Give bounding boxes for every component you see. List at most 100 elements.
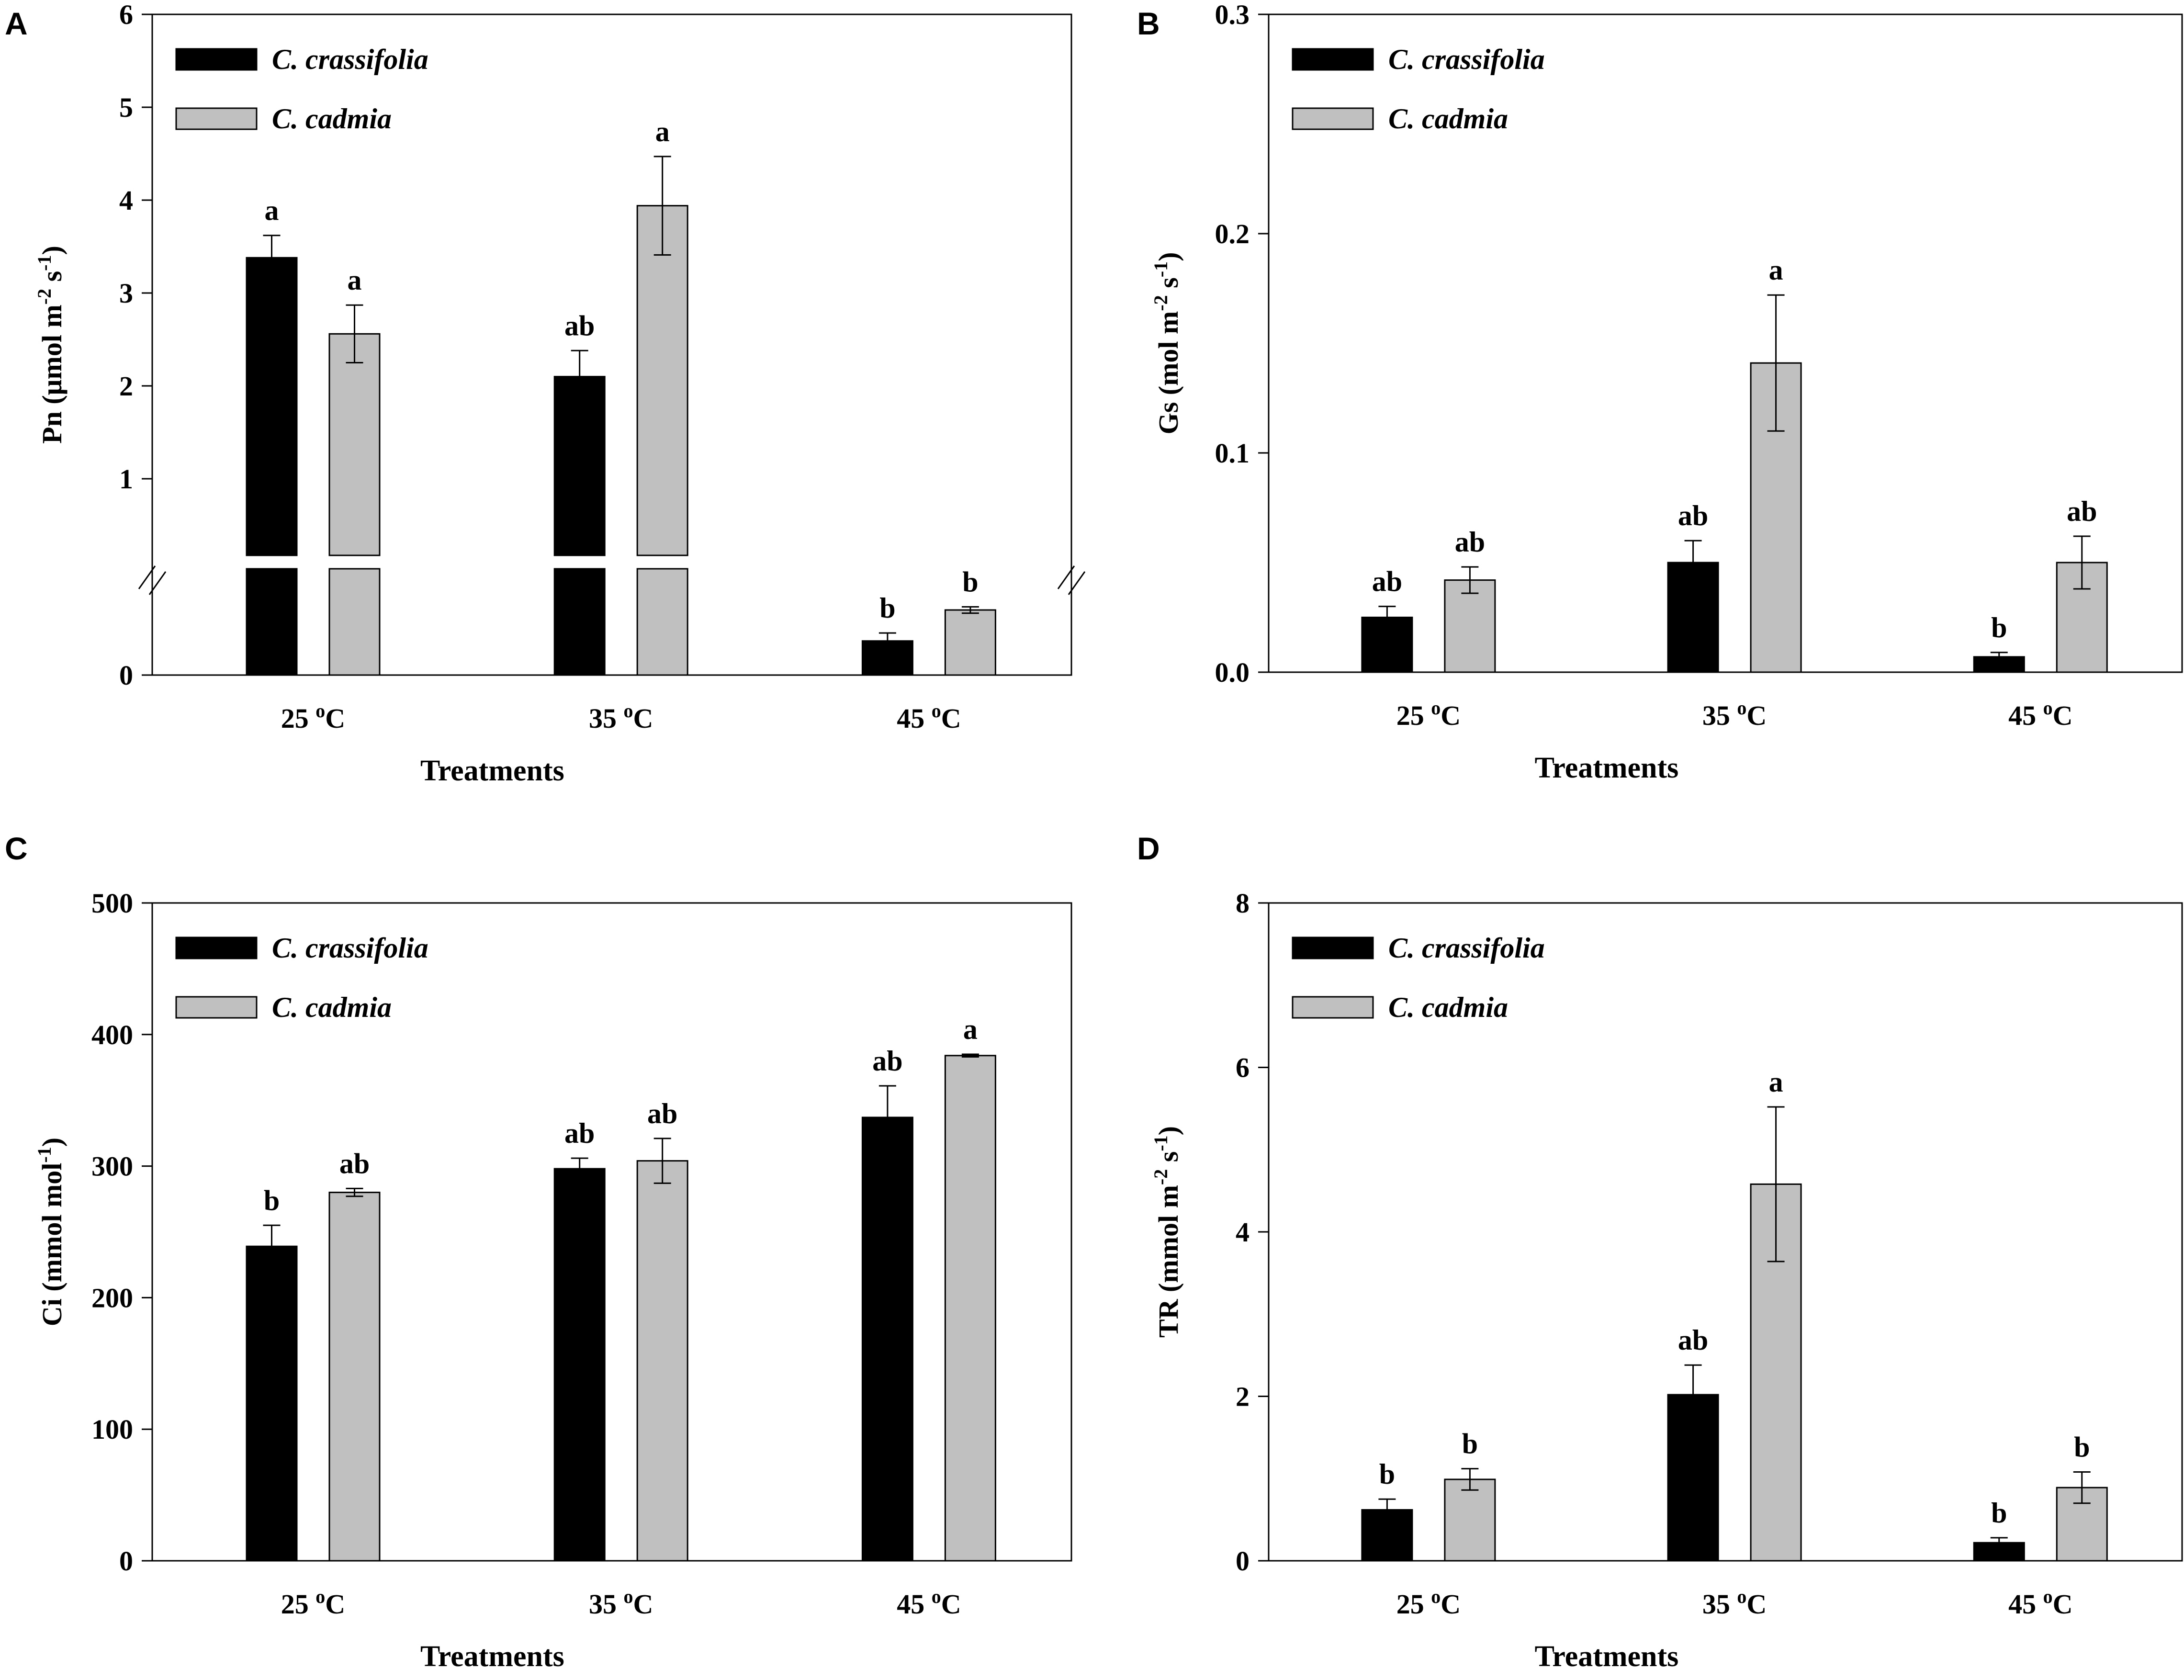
x-tick-label: 35 oC (589, 1586, 653, 1620)
x-tick-label-sup: o (1737, 697, 1746, 719)
x-tick-label-part: C (941, 703, 961, 734)
x-tick-label-sup: o (2043, 1586, 2053, 1607)
legend-label-crassifolia: C. crassifolia (272, 44, 428, 75)
panel-B: B0.00.10.20.3Gs (mol m-2 s-1)25 oC 35 oC 4… (1137, 0, 2183, 784)
x-axis-title: Treatments (1535, 1640, 1679, 1673)
y-tick-label: 1 (119, 463, 133, 495)
y-tick-label: 0 (119, 660, 133, 691)
significance-letter: ab (647, 1098, 677, 1129)
legend-swatch-cadmia (175, 107, 258, 130)
significance-letter: a (1769, 1066, 1783, 1098)
panel-letter-A: A (5, 6, 28, 41)
x-axis-title: Treatments (420, 755, 564, 787)
y-tick-label: 100 (91, 1414, 133, 1445)
legend-label-cadmia: C. cadmia (272, 992, 392, 1023)
y-tick-label: 200 (91, 1282, 133, 1313)
x-tick-label-sup: o (624, 700, 633, 722)
y-axis-label-part: s (36, 271, 68, 289)
x-tick-label-sup: o (1431, 697, 1441, 719)
y-axis-label-sup: -2 (34, 289, 55, 304)
bar (1444, 1478, 1496, 1562)
x-tick-label-part: C (325, 1589, 345, 1620)
axis-break-mark (138, 565, 156, 589)
y-tick-label: 2 (1236, 1381, 1250, 1412)
legend-swatch-cadmia (1292, 107, 1374, 130)
x-tick-label-part: 45 (897, 703, 932, 734)
x-tick-label-part: 35 (589, 1589, 624, 1620)
y-tick-label: 0 (1236, 1545, 1250, 1577)
x-tick-label: 25 oC (281, 700, 345, 734)
x-tick-label: 25 oC (1396, 1586, 1461, 1620)
plot-frame (1268, 13, 2183, 673)
x-tick-label-part: C (1746, 700, 1767, 731)
x-tick-label-part: 45 (2008, 700, 2043, 731)
y-tick-label: 300 (91, 1151, 133, 1182)
y-tick-label: 0.1 (1215, 438, 1250, 469)
significance-letter: a (265, 195, 279, 226)
axis-break-mark (1068, 571, 1086, 595)
x-tick-label-sup: o (1431, 1586, 1441, 1607)
y-tick-label: 8 (1236, 888, 1250, 919)
significance-letter: b (1991, 1497, 2007, 1529)
x-tick-label: 25 oC (281, 1586, 345, 1620)
significance-letter: ab (1678, 1324, 1708, 1356)
y-tick-label: 3 (119, 278, 133, 309)
legend-swatch-crassifolia (175, 936, 258, 959)
significance-letter: b (879, 592, 895, 624)
y-axis-label: Ci (mmol mol-1) (34, 1138, 68, 1326)
significance-letter: b (1462, 1428, 1478, 1460)
bar (553, 376, 606, 556)
axis-break-mark (1057, 565, 1075, 589)
y-tick-label: 4 (119, 185, 133, 216)
x-tick-label-part: C (2053, 700, 2073, 731)
x-axis-title: Treatments (1535, 752, 1679, 784)
panel-letter-B: B (1137, 6, 1160, 41)
y-tick-label: 4 (1236, 1217, 1250, 1248)
y-axis-label-part: Ci (mmol mol (36, 1163, 68, 1327)
x-tick-label: 25 oC (1396, 697, 1461, 732)
significance-letter: ab (1455, 526, 1485, 558)
significance-letter: b (1379, 1458, 1395, 1490)
x-tick-label-sup: o (315, 700, 325, 722)
y-tick-label: 0.0 (1215, 657, 1250, 688)
x-tick-label-part: 35 (1702, 1589, 1737, 1620)
x-tick-label: 35 oC (1702, 1586, 1767, 1620)
x-tick-label-sup: o (1737, 1586, 1746, 1607)
legend-swatch-crassifolia (1292, 936, 1374, 959)
legend-swatch-cadmia (175, 996, 258, 1019)
significance-letter: a (963, 1014, 978, 1045)
x-tick-label-part: 25 (281, 703, 316, 734)
x-tick-label-part: C (1441, 700, 1461, 731)
y-axis-label-part: ) (36, 246, 68, 255)
bar (636, 568, 688, 676)
y-axis-label-sup: -1 (34, 255, 55, 271)
bar (246, 568, 298, 676)
y-axis-label-part: s (1153, 1151, 1184, 1169)
y-axis-label-part: ) (36, 1138, 68, 1147)
bar (944, 609, 996, 676)
y-axis-label: TR (mmol m-2 s-1) (1150, 1126, 1184, 1338)
legend-label-cadmia: C. cadmia (1388, 992, 1508, 1023)
significance-letter: ab (564, 1117, 595, 1149)
x-tick-label: 45 oC (2008, 697, 2072, 732)
y-axis-label-part: Pn (μmol m (36, 304, 68, 444)
significance-letter: b (962, 566, 978, 598)
significance-letter: a (1769, 254, 1783, 286)
y-axis-label: Pn (μmol m-2 s-1) (34, 246, 68, 444)
x-tick-label: 45 oC (897, 700, 961, 734)
y-axis-label-sup: -1 (1150, 261, 1171, 277)
bar (861, 1116, 913, 1562)
x-tick-label-part: C (633, 703, 653, 734)
x-tick-label: 45 oC (2008, 1586, 2072, 1620)
x-tick-label-sup: o (315, 1586, 325, 1607)
significance-letter: ab (1372, 566, 1402, 598)
bar (1750, 362, 1802, 673)
legend-label-cadmia: C. cadmia (1388, 103, 1508, 135)
y-axis-label-sup: -1 (34, 1147, 55, 1162)
x-tick-label-part: C (325, 703, 345, 734)
panel-letter-C: C (5, 831, 28, 866)
x-tick-label-part: C (1746, 1589, 1767, 1620)
significance-letter: ab (564, 310, 595, 341)
